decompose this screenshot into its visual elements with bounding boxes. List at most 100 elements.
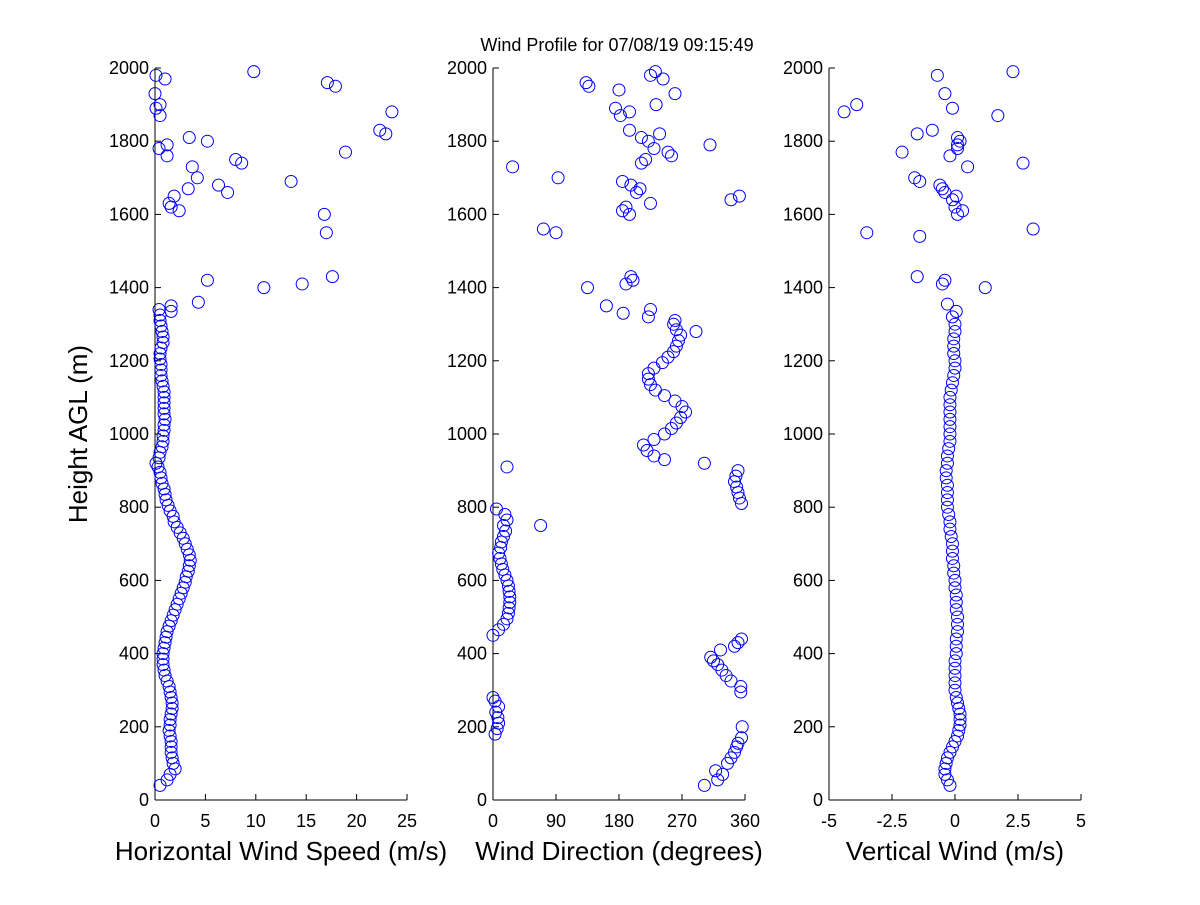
data-point (212, 178, 225, 192)
data-point (943, 515, 957, 529)
data-point (949, 304, 963, 318)
data-point (669, 339, 683, 353)
data-point (943, 522, 957, 536)
data-point (647, 432, 661, 446)
data-point (734, 680, 748, 694)
data-point (948, 361, 962, 375)
data-point (319, 226, 333, 240)
data-point (943, 745, 957, 759)
data-point (157, 385, 171, 399)
data-point (157, 423, 171, 437)
data-point (488, 694, 502, 708)
data-point (925, 123, 939, 137)
data-point (697, 456, 711, 470)
data-point (167, 189, 181, 203)
x-tick-label: 5 (1076, 811, 1086, 831)
data-point (156, 658, 170, 672)
data-point (943, 405, 957, 419)
data-point (944, 383, 958, 397)
data-point (961, 160, 975, 174)
data-point (731, 464, 745, 478)
data-point (154, 341, 168, 355)
data-point (978, 281, 992, 295)
data-point (612, 83, 626, 97)
data-point (860, 226, 874, 240)
figure-title: Wind Profile for 07/08/19 09:15:49 (480, 35, 753, 55)
data-point (991, 109, 1005, 123)
y-tick-label: 1000 (447, 424, 487, 444)
data-point (503, 595, 517, 609)
data-point (935, 182, 949, 196)
data-point (948, 354, 962, 368)
data-point (165, 696, 179, 710)
plots-group: 0 5 10 15 20 25 0 200 400 600 800 1000 1200 1400 1600 1… (63, 58, 1086, 866)
data-point (940, 297, 954, 311)
x-tick-label: -2.5 (876, 811, 907, 831)
y-tick-label: 1600 (447, 204, 487, 224)
data-point (668, 394, 682, 408)
data-point (943, 427, 957, 441)
panel-2: 0 90 180 270 360 0 200 400 600 800 1000 1200 1400 160… (447, 58, 763, 866)
data-point (644, 196, 657, 210)
data-point (165, 702, 179, 715)
data-point (731, 636, 745, 650)
data-point (579, 76, 593, 90)
data-point (164, 304, 178, 318)
data-point (943, 149, 957, 163)
x-tick-label: 0 (950, 811, 960, 831)
data-point (649, 98, 663, 112)
data-point (200, 273, 214, 287)
data-point (938, 87, 952, 101)
data-point (933, 178, 947, 192)
data-point (656, 72, 670, 86)
data-point (949, 632, 963, 646)
data-point (149, 68, 163, 82)
y-tick-label: 1400 (109, 278, 149, 298)
data-point (182, 131, 196, 145)
data-point (155, 440, 169, 454)
data-point (709, 764, 723, 778)
data-point (940, 456, 954, 470)
y-tick-label: 400 (457, 644, 487, 664)
data-point (910, 127, 924, 141)
data-point (910, 270, 924, 284)
data-point (490, 502, 503, 516)
data-point (948, 317, 962, 331)
data-point (156, 434, 170, 448)
data-point (155, 374, 169, 388)
data-point (734, 685, 748, 699)
y-tick-label: 2000 (783, 58, 823, 78)
data-point (497, 529, 510, 543)
data-point (943, 434, 957, 448)
data-point (158, 72, 172, 86)
data-point (644, 303, 657, 317)
data-point (948, 325, 962, 339)
y-tick-label: 1400 (447, 278, 487, 298)
data-point (157, 390, 171, 404)
data-point (945, 544, 959, 558)
data-point (157, 396, 171, 410)
data-point (623, 123, 636, 137)
x-tick-label: 15 (296, 811, 316, 831)
data-point (938, 185, 952, 199)
data-point (945, 376, 959, 390)
data-point (947, 559, 961, 573)
data-point (735, 731, 748, 745)
data-point (158, 412, 172, 426)
x-tick-label: 90 (546, 811, 566, 831)
data-point (949, 595, 963, 609)
data-point (641, 372, 655, 386)
data-point (623, 105, 636, 119)
data-point (942, 442, 956, 456)
data-point (947, 339, 961, 353)
data-point (945, 740, 959, 754)
data-point (500, 513, 514, 527)
y-tick-label: 200 (457, 717, 487, 737)
data-point (951, 142, 965, 156)
x-tick-label: 25 (397, 811, 417, 831)
data-point (943, 398, 957, 412)
data-point (162, 196, 176, 210)
data-point (616, 174, 629, 188)
data-point (164, 299, 178, 313)
y-tick-label: 400 (119, 644, 149, 664)
